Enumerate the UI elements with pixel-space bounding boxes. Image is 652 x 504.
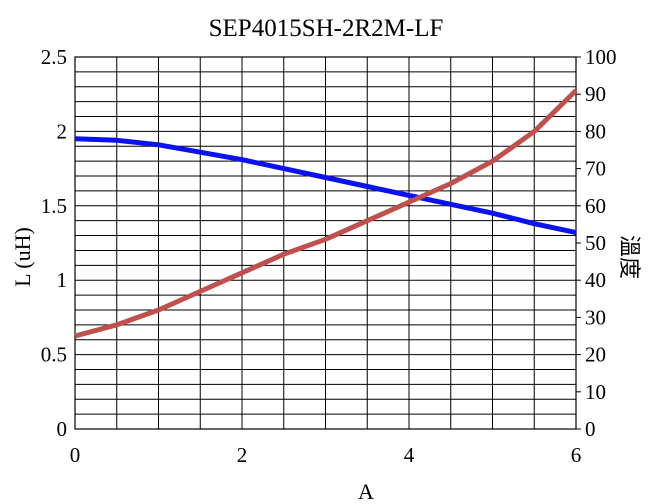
y2-tick-label: 90 [585, 82, 606, 106]
x-tick-label: 0 [70, 443, 81, 467]
axes [74, 56, 581, 430]
y2-tick-label: 80 [585, 119, 606, 143]
y2-tick-label: 100 [585, 45, 617, 69]
y2-axis-label: 溫度 [617, 235, 642, 279]
y-tick-label: 0 [57, 417, 68, 441]
y-tick-label: 0.5 [41, 343, 67, 367]
y2-tick-label: 50 [585, 231, 606, 255]
y-tick-label: 1.5 [41, 194, 67, 218]
series-lines [74, 88, 578, 339]
y-axis-label: L (uH) [10, 227, 35, 287]
y2-tick-label: 70 [585, 157, 606, 181]
chart-title: SEP4015SH-2R2M-LF [209, 15, 444, 42]
y2-tick-label: 0 [585, 417, 596, 441]
x-tick-label: 2 [237, 443, 248, 467]
y-tick-label: 2.5 [41, 45, 67, 69]
tick-labels: 0 0.5 1 1.5 2 2.5 0 10 20 30 40 50 60 70 80 90 100 0 2 4 6 [41, 45, 617, 467]
y2-tick-label: 40 [585, 268, 606, 292]
x-axis-label: A [358, 479, 374, 504]
series-line-inductance [74, 136, 577, 236]
y2-tick-label: 30 [585, 305, 606, 329]
y2-tick-label: 20 [585, 343, 606, 367]
x-tick-label: 6 [571, 443, 582, 467]
y-tick-label: 2 [57, 119, 68, 143]
y-tick-label: 1 [57, 268, 68, 292]
series-line-temperature [74, 88, 578, 339]
y2-tick-label: 60 [585, 194, 606, 218]
gridlines [75, 57, 576, 429]
x-tick-label: 4 [404, 443, 415, 467]
y2-tick-label: 10 [585, 380, 606, 404]
